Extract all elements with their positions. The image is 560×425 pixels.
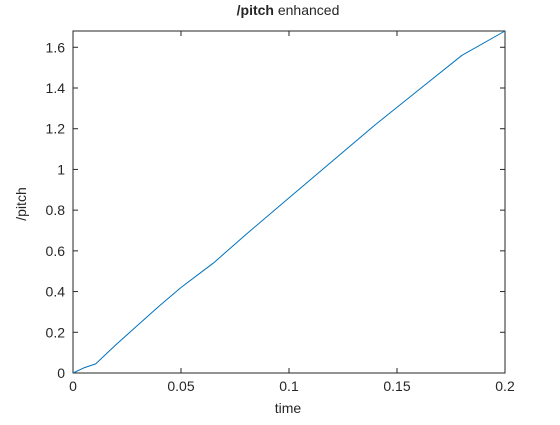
y-tick-label: 0.2 — [46, 324, 66, 340]
series-line — [72, 30, 506, 374]
y-axis-label: /pitch — [13, 187, 29, 220]
y-tick-label: 0.6 — [46, 243, 66, 259]
x-tick-label: 0 — [69, 378, 77, 394]
x-tick-label: 0.2 — [495, 378, 515, 394]
chart-title-rest: enhanced — [274, 2, 339, 18]
x-tick-label: 0.15 — [383, 378, 410, 394]
axes-box — [72, 30, 506, 374]
y-tick-label: 0.8 — [46, 202, 66, 218]
y-tick-label: 1.4 — [46, 80, 66, 96]
plot-area: 0 0.05 0.1 0.15 0.2 0 0.2 0.4 0.6 0.8 1 1.2 1.4 1.6 — [46, 30, 515, 394]
x-tick-label: 0.05 — [167, 378, 194, 394]
y-tick-label: 0 — [57, 365, 65, 381]
y-tick-label: 1 — [57, 161, 65, 177]
y-tick-label: 1.2 — [46, 121, 66, 137]
chart-title-bold: /pitch — [237, 2, 274, 18]
y-tick-label: 1.6 — [46, 39, 66, 55]
chart-title: /pitch enhanced — [237, 2, 340, 18]
y-tick-label: 0.4 — [46, 284, 66, 300]
x-tick-label: 0.1 — [279, 378, 299, 394]
x-axis-label: time — [275, 400, 302, 416]
